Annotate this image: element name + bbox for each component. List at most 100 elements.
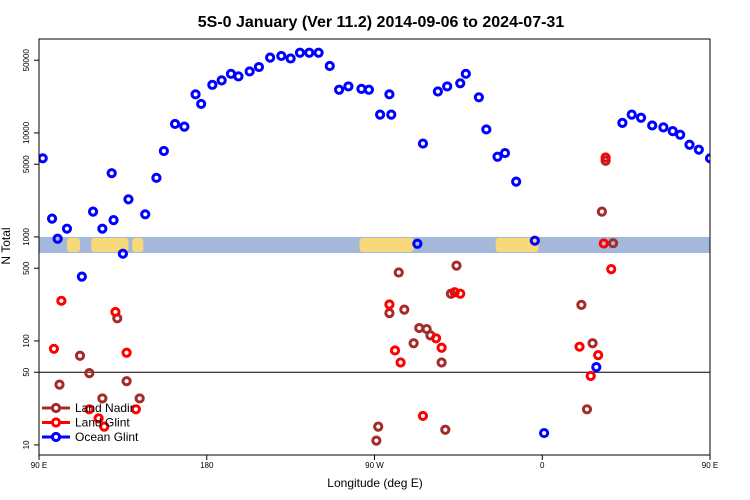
point-ocean-glint [106,168,117,179]
point-ocean-glint [265,52,276,63]
point-land-nadir [84,368,95,379]
point-ocean-glint [442,81,453,92]
x-tick-label: 180 [200,461,214,470]
point-ocean-glint [417,138,429,149]
point-land-nadir [373,421,384,432]
point-land-nadir [576,299,587,311]
point-ocean-glint [169,118,181,130]
land-blobs [66,237,750,253]
legend-marker [50,417,62,428]
legend-label: Land Glint [75,416,130,430]
x-tick-label: 0 [540,461,545,470]
land-mass [66,237,81,253]
point-land-nadir [384,308,395,319]
y-tick-label: 1000 [22,227,31,245]
point-ocean-glint [647,120,658,131]
point-land-nadir [587,338,598,349]
point-land-glint [93,413,104,424]
point-ocean-glint [455,78,466,89]
point-ocean-glint [333,84,345,95]
legend-label: Land Nadir [75,401,134,415]
point-land-glint [455,288,466,299]
y-axis: 10 50 100 500 1000 5000 10000 50000 [22,49,39,449]
point-land-glint [436,342,447,353]
point-ocean-glint [117,248,128,259]
point-ocean-glint [374,109,386,120]
point-land-glint [430,333,442,344]
point-ocean-glint [123,194,134,205]
point-land-nadir [436,357,447,368]
point-ocean-glint [244,66,255,77]
point-land-glint [56,295,67,306]
point-ocean-glint [492,151,503,162]
point-ocean-glint [363,84,375,95]
x-axis: 90 E 180 90 W 0 90 E [31,455,718,470]
point-ocean-glint [529,235,540,246]
point-ocean-glint [635,112,647,123]
land-mass [495,237,539,253]
point-land-glint [389,345,401,356]
point-ocean-glint [591,362,602,373]
point-ocean-glint [285,53,296,64]
point-land-glint [725,345,732,352]
point-ocean-glint [511,176,522,187]
y-tick-label: 500 [22,261,31,275]
point-land-glint [84,404,95,415]
point-ocean-glint [539,427,550,439]
point-land-nadir [440,424,451,435]
y-tick-label: 10 [22,440,31,449]
point-ocean-glint [617,117,628,128]
point-ocean-glint [97,223,108,234]
point-land-glint [48,343,60,354]
point-ocean-glint [61,223,73,234]
x-tick-label: 90 E [31,461,47,470]
x-tick-label: 90 W [365,461,384,470]
legend-marker [50,402,62,414]
land-ocean-strip [39,236,750,254]
point-land-glint [574,341,585,352]
point-land-glint [598,238,609,249]
point-ocean-glint [412,238,423,249]
point-ocean-glint [87,206,99,217]
point-land-glint [606,264,617,275]
y-tick-label: 5000 [22,155,31,173]
point-ocean-glint [481,124,492,135]
point-land-nadir [399,304,410,315]
point-ocean-glint [313,47,324,58]
point-ocean-glint [704,153,710,164]
point-ocean-glint [684,139,695,150]
y-tick-label: 50000 [22,49,31,72]
y-axis-label: N Total [0,227,13,264]
point-ocean-glint [39,153,48,164]
point-land-nadir [134,393,145,404]
point-land-nadir [371,435,382,446]
point-land-glint [585,370,596,382]
point-ocean-glint [179,121,190,132]
y-tick-label: 100 [22,334,31,348]
land-mass [132,237,144,253]
point-land-glint [729,297,736,304]
point-land-nadir [74,350,86,361]
point-land-glint [417,410,429,422]
point-land-nadir [729,381,736,388]
point-land-nadir [121,376,132,387]
point-ocean-glint [76,271,87,282]
point-land-glint [130,404,142,415]
point-ocean-glint [693,144,704,155]
x-tick-label: 90 E [702,461,718,470]
point-ocean-glint [675,129,686,140]
point-ocean-glint [460,68,471,79]
point-ocean-glint [432,86,443,97]
land-mass [738,238,750,252]
point-ocean-glint [233,71,244,82]
point-ocean-glint [384,89,395,100]
legend-marker [50,431,62,443]
point-land-nadir [581,404,593,415]
point-land-nadir [596,206,607,217]
point-ocean-glint [626,109,637,120]
y-tick-label: 10000 [22,121,31,144]
point-land-nadir [607,238,619,249]
point-ocean-glint [731,155,738,162]
point-ocean-glint [473,92,484,103]
